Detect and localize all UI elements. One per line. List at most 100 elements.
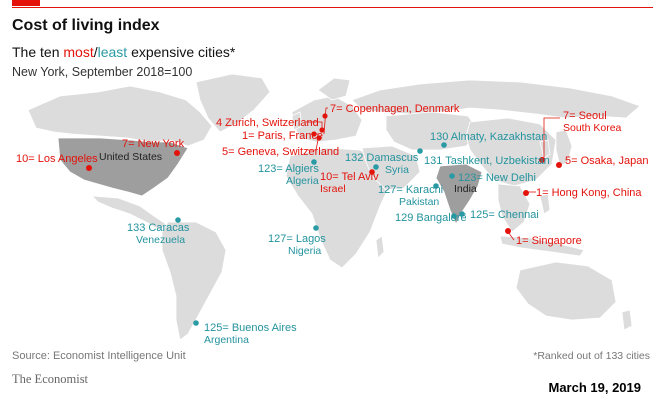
city-label-chennai: 125= Chennai [470,209,539,221]
city-country-lagos: Nigeria [288,245,322,257]
subtitle-least: least [97,44,128,60]
city-name-seoul: 7= Seoul [563,110,607,122]
land-middle-east [361,145,421,191]
city-name-paris: 1= Paris, [242,130,286,142]
city-label-buenos-aires: 125= Buenos Aires Argentina [204,322,297,346]
dot-zurich [319,127,325,133]
dot-algiers [311,159,317,165]
chart-subtitle: The ten most/least expensive cities* [12,44,235,60]
land-central-america [90,195,167,231]
dot-chennai [459,211,465,217]
dot-new-delhi [449,173,455,179]
footnote-ranked: *Ranked out of 133 cities [533,350,650,362]
date-stamp: March 19, 2019 [548,380,641,395]
city-label-paris: 1= Paris, France [242,130,323,142]
city-name-buenos-aires: 125= Buenos Aires [204,322,297,334]
subtitle-pre: The ten [12,44,64,60]
city-name-geneva: 5= Geneva, [222,146,280,158]
city-name-zurich: 4 Zurich, [216,117,259,129]
land-united-states [57,137,189,197]
land-australia [515,261,617,321]
land-south-america [161,221,227,341]
city-label-bangalore: 129 Bangalore [395,212,467,224]
city-country-damascus: Syria [385,164,409,176]
country-label-us: United States [99,151,163,163]
city-label-hong-kong: 1= Hong Kong, China [536,187,642,199]
dot-tel-aviv [369,169,375,175]
subtitle-post: expensive cities* [127,44,236,60]
land-scandinavia [317,77,351,101]
dot-damascus [373,164,379,170]
land-indonesia [499,235,585,257]
country-label-india: India [454,183,477,195]
dot-hong-kong [523,190,529,196]
land-europe [291,95,363,143]
dot-almaty [441,142,447,148]
city-country-almaty: Kazakhstan [486,131,548,143]
city-label-almaty: 130 Almaty, Kazakhstan [430,131,547,143]
leader-geneva [308,139,319,151]
city-label-lagos: 127= Lagos Nigeria [268,233,326,257]
dot-los-angeles [86,165,92,171]
city-name-tashkent: 131 Tashkent, [424,155,493,167]
land-new-zealand [621,309,633,331]
source-note: Source: Economist Intelligence Unit [12,350,186,362]
land-canada [27,85,213,147]
city-country-tashkent: Uzbekistan [492,155,550,167]
leader-zurich [306,121,323,128]
subtitle-slash: / [93,44,98,60]
city-name-algiers: 123= Algiers [258,163,319,175]
city-name-tel-aviv: 10= Tel Aviv [320,171,379,183]
dot-lagos [313,225,319,231]
city-label-tashkent: 131 Tashkent, Uzbekistan [424,155,550,167]
land-japan [555,129,573,167]
city-country-caracas: Venezuela [136,234,186,246]
city-label-seoul: 7= Seoul South Korea [563,110,621,134]
land-masses [27,73,641,341]
chart-title: Cost of living index [12,17,160,34]
city-label-new-york: 7= New York [122,138,185,150]
dot-copenhagen [322,113,328,119]
city-label-geneva: 5= Geneva, Switzerland [222,146,339,158]
city-country-karachi: Pakistan [399,196,440,208]
city-country-hong-kong: China [609,187,642,199]
brand-wordmark: The Economist [12,372,89,386]
least-expensive-dots [175,142,465,326]
land-uk [291,111,303,131]
leader-copenhagen [323,107,328,135]
land-greenland [195,73,271,133]
city-label-singapore: 1= Singapore [516,235,582,247]
city-label-tel-aviv: 10= Tel Aviv Israel [320,171,379,195]
land-korea [539,139,551,159]
index-baseline-note: New York, September 2018=100 [12,65,193,79]
leader-seoul [543,117,560,160]
most-expensive-dots [86,113,562,234]
top-rule [12,7,653,8]
dot-bangalore [451,213,457,219]
city-name-hong-kong: 1= Hong Kong, [536,187,610,199]
city-country-tel-aviv: Israel [320,183,346,195]
dot-tashkent [417,148,423,154]
city-country-zurich: Switzerland [258,117,319,129]
dot-paris [311,131,317,137]
city-label-copenhagen: 7= Copenhagen, Denmark [330,103,459,115]
city-label-algiers: 123= Algiers Algeria [258,163,319,187]
dot-caracas [175,217,181,223]
city-label-karachi: 127= Karachi Pakistan [378,184,443,208]
land-madagascar [375,235,385,259]
city-country-paris: France [285,130,324,142]
city-country-seoul: South Korea [563,122,622,134]
city-name-damascus: 132 Damascus [345,152,419,164]
dot-singapore [505,228,511,234]
city-country-algiers: Algeria [286,175,319,187]
dot-geneva [316,135,322,141]
city-label-zurich: 4 Zurich, Switzerland [216,117,319,129]
city-name-caracas: 133 Caracas [127,222,190,234]
land-philippines [539,193,551,215]
city-name-almaty: 130 Almaty, [430,131,487,143]
city-name-karachi: 127= Karachi [378,184,444,196]
city-label-caracas: 133 Caracas Venezuela [127,222,189,246]
city-name-copenhagen: 7= Copenhagen, [330,103,412,115]
